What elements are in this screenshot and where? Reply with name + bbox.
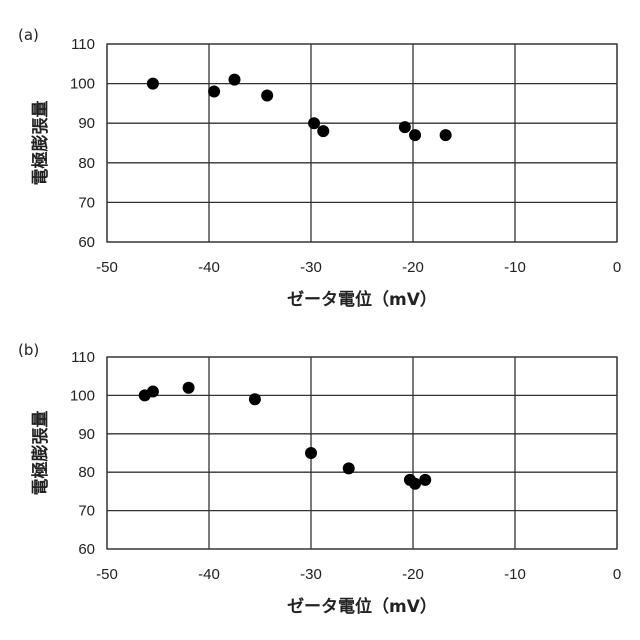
- chart-a-panel-label: (a): [18, 26, 39, 44]
- chart-b-ytick-label-5: 110: [71, 349, 95, 366]
- chart-b-xtick-label-3: -20: [402, 566, 424, 583]
- chart-b-data-point-2: [183, 382, 195, 394]
- chart-b-ytick-label-3: 90: [78, 426, 95, 443]
- chart-a-xtick-label-0: -50: [96, 259, 118, 276]
- chart-b-ytick-label-1: 70: [78, 503, 95, 520]
- chart-b-panel-label: (b): [18, 341, 39, 359]
- chart-a-data-point-0: [147, 78, 159, 90]
- chart-a-xtick-label-3: -20: [402, 259, 424, 276]
- chart-b-ytick-label-2: 80: [78, 464, 95, 481]
- chart-a-xtick-label-1: -40: [198, 259, 220, 276]
- chart-b-xtick-label-2: -30: [300, 566, 322, 583]
- chart-a-ytick-label-2: 80: [78, 155, 95, 172]
- chart-a-data-point-5: [317, 125, 329, 137]
- chart-a-ytick-label-1: 70: [78, 194, 95, 211]
- chart-b-x-axis-label: ゼータ電位（mV）: [287, 596, 437, 617]
- chart-a-data-point-3: [261, 89, 273, 101]
- chart-b-data-point-1: [147, 386, 159, 398]
- chart-a-xtick-label-2: -30: [300, 259, 322, 276]
- chart-b-ytick-label-0: 60: [78, 541, 95, 558]
- chart-a-ytick-label-0: 60: [78, 234, 95, 251]
- chart-a-data-point-8: [440, 129, 452, 141]
- chart-b-data-point-7: [409, 478, 421, 490]
- chart-a-data-point-6: [399, 121, 411, 133]
- chart-a-data-point-7: [409, 129, 421, 141]
- chart-a-ytick-label-3: 90: [78, 115, 95, 132]
- chart-a-panel: 60 70 80 90 100 110 -50 -40 -30 -20 -10 0 (a) ゼータ電位（m…: [18, 26, 621, 310]
- chart-a-ytick-label-5: 110: [71, 36, 95, 53]
- chart-b-xtick-label-4: -10: [504, 566, 526, 583]
- chart-b-panel: 60 70 80 90 100 110 -50 -40 -30 -20 -10 0 (b) ゼータ電位（m…: [18, 341, 621, 617]
- chart-a-xtick-label-4: -10: [504, 259, 526, 276]
- chart-a-data-point-1: [208, 86, 220, 98]
- chart-b-y-axis-label: 電極膨張量: [30, 411, 51, 496]
- chart-b-data-point-4: [305, 447, 317, 459]
- chart-a-y-axis-label: 電極膨張量: [30, 101, 51, 186]
- chart-b-xtick-label-5: 0: [613, 566, 621, 583]
- chart-b-xtick-label-1: -40: [198, 566, 220, 583]
- chart-b-ytick-label-4: 100: [70, 387, 95, 404]
- chart-a-ytick-label-4: 100: [70, 76, 95, 93]
- chart-a-data-point-2: [229, 74, 241, 86]
- chart-a-plot-frame: [107, 44, 617, 242]
- chart-a-xtick-label-5: 0: [613, 259, 621, 276]
- chart-a-data-point-4: [308, 117, 320, 129]
- chart-b-data-point-3: [249, 393, 261, 405]
- chart-b-data-point-8: [419, 474, 431, 486]
- chart-a-x-axis-label: ゼータ電位（mV）: [287, 289, 437, 310]
- chart-b-xtick-label-0: -50: [96, 566, 118, 583]
- chart-b-data-point-5: [343, 462, 355, 474]
